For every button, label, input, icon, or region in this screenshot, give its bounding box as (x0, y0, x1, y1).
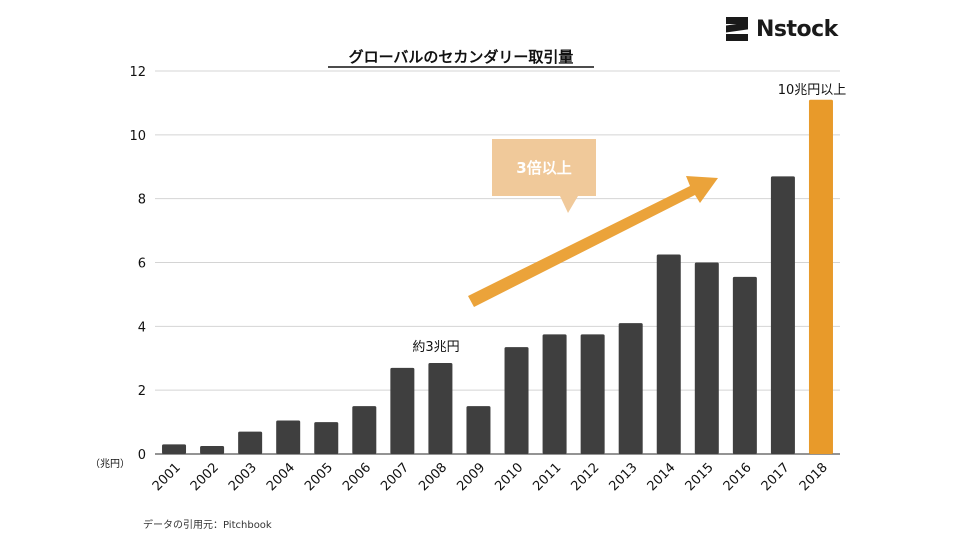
callout-text: 3倍以上 (516, 159, 571, 177)
x-tick-label: 2017 (759, 460, 793, 494)
y-tick-label: 6 (138, 257, 146, 272)
bar-2002 (200, 446, 225, 454)
bar-2016 (732, 276, 757, 454)
x-tick-label: 2011 (530, 460, 564, 494)
x-tick-label: 2013 (607, 460, 641, 494)
x-tick-label: 2004 (264, 460, 298, 494)
y-tick-label: 0 (138, 448, 146, 463)
x-tick-label: 2009 (454, 460, 488, 494)
annotation-2018: 10兆円以上 (778, 83, 847, 98)
bar-2003 (238, 431, 263, 454)
bars (162, 99, 833, 454)
bar-2007 (390, 367, 415, 454)
callout-box (492, 139, 596, 213)
y-tick-label: 8 (138, 193, 146, 208)
y-tick-labels: 0 2 4 6 8 10 12 (129, 65, 146, 463)
bar-2009 (466, 406, 491, 454)
chart-title: グローバルのセカンダリー取引量 (349, 48, 574, 66)
nstock-logo-icon (726, 17, 748, 41)
bar-2006 (352, 406, 377, 454)
x-tick-label: 2007 (378, 460, 412, 494)
bar-2014 (656, 254, 681, 454)
x-tick-label: 2003 (226, 460, 260, 494)
x-tick-labels: 2001 2002 2003 2004 2005 2006 2007 2008 2009 2010… (150, 460, 831, 494)
bar-2012 (580, 334, 605, 454)
x-tick-label: 2015 (683, 460, 717, 494)
annotation-2008: 約3兆円 (412, 340, 459, 355)
bar-2001 (162, 444, 187, 454)
source-note: データの引用元：Pitchbook (143, 520, 272, 531)
bar-2004 (276, 420, 301, 454)
bar-2017 (770, 176, 795, 454)
gridlines (155, 70, 840, 455)
brand-name: Nstock (756, 16, 838, 42)
y-axis-label: （兆円） (90, 458, 130, 470)
bar-2008 (428, 363, 453, 454)
x-tick-label: 2016 (721, 460, 755, 494)
brand-logo: Nstock (726, 16, 838, 42)
bar-2010 (504, 347, 529, 454)
bar-2013 (618, 323, 643, 454)
y-tick-label: 10 (129, 129, 146, 144)
bar-2015 (694, 262, 719, 454)
y-tick-label: 4 (138, 320, 146, 335)
y-tick-label: 2 (138, 384, 146, 399)
x-tick-label: 2001 (150, 460, 184, 494)
y-tick-label: 12 (129, 65, 146, 80)
x-tick-label: 2012 (568, 460, 602, 494)
bar-2011 (542, 334, 567, 454)
bar-2005 (314, 422, 339, 454)
x-tick-label: 2018 (797, 460, 831, 494)
x-tick-label: 2014 (645, 460, 679, 494)
x-tick-label: 2008 (416, 460, 450, 494)
growth-arrow (468, 176, 718, 307)
x-tick-label: 2002 (188, 460, 222, 494)
bar-2018 (808, 99, 833, 454)
x-tick-label: 2010 (492, 460, 526, 494)
x-tick-label: 2006 (340, 460, 374, 494)
x-tick-label: 2005 (302, 460, 336, 494)
